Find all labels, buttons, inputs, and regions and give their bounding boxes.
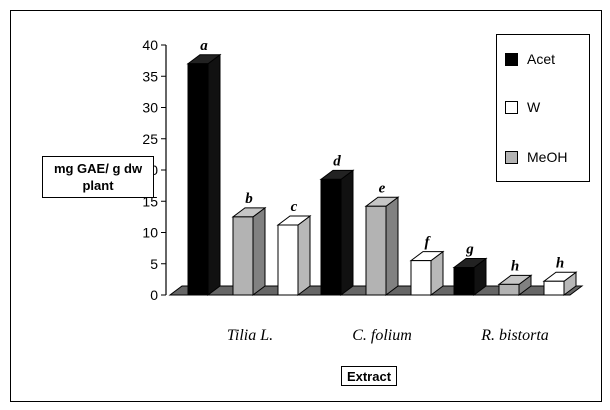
category-label-r-bistorta: R. bistorta [480,327,549,344]
y-tick-label: 10 [142,225,158,241]
bar-annotation-c-folium-w: f [425,235,432,251]
bar-annotation-c-folium-meoh: e [379,180,386,196]
bar-annotation-r-bistorta-w: h [556,255,564,271]
x-axis-label: Extract [341,366,397,386]
bar-annotation-r-bistorta-acet: g [465,242,474,258]
bar-c-folium-acet [319,169,355,296]
y-tick-label: 25 [142,131,158,147]
legend-label-acet: Acet [527,51,556,67]
bar-tilia-l-meoh [231,206,267,296]
legend-item-w: W [505,99,540,115]
legend-swatch-acet [505,52,518,66]
legend-item-acet: Acet [505,51,555,67]
bar-annotation-tilia-l-w: c [291,199,298,215]
bar-annotation-tilia-l-meoh: b [245,191,253,207]
bar-annotation-c-folium-acet: d [333,153,341,169]
y-tick-label: 30 [142,100,158,116]
bar-annotation-tilia-l-acet: a [200,38,208,54]
bar-c-folium-w [409,250,445,296]
bar-tilia-l-acet [186,53,222,296]
y-tick-label: 5 [150,256,158,272]
y-tick-label: 40 [142,37,158,53]
category-label-tilia-l: Tilia L. [227,327,273,344]
legend-item-meoh: MeOH [505,149,567,165]
legend-swatch-meoh [505,150,518,164]
legend-swatch-w [505,100,518,114]
category-label-c-folium: C. folium [352,327,412,344]
bar-r-bistorta-w [542,271,578,296]
bar-r-bistorta-acet [452,257,488,296]
y-axis-label: mg GAE/ g dw plant [42,156,154,198]
x-axis-label-text: Extract [346,368,392,384]
legend: Acet W MeOH [496,34,590,182]
bar-annotation-r-bistorta-meoh: h [511,258,519,274]
legend-label-meoh: MeOH [527,149,568,165]
legend-label-w: W [527,99,541,115]
bar-r-bistorta-meoh [497,274,533,296]
bar-c-folium-meoh [364,196,400,296]
y-axis-label-text: mg GAE/ g dw plant [53,161,143,193]
bar-tilia-l-w [276,215,312,296]
y-tick-label: 0 [150,287,158,303]
y-tick-label: 35 [142,68,158,84]
